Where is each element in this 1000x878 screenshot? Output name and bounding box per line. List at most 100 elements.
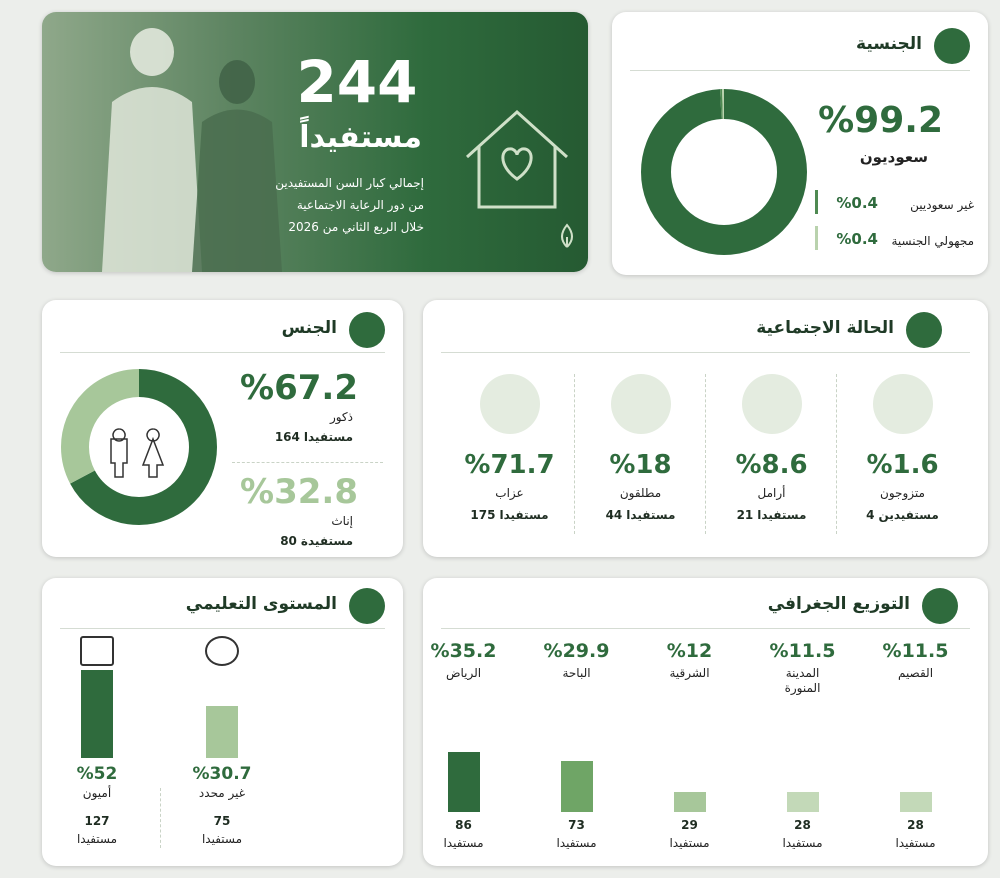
nationality-card: الجنسية %99.2 سعوديون غير سعوديين %0.4 مجهول… [612,12,988,275]
gender-icon [349,312,385,348]
item-icon [610,374,671,434]
count-value: 29 [681,818,698,832]
geography-card: التوزيع الجغرافي %11.5 القصيم 28 مستفيدا %11… [423,578,988,866]
count-value: 127 [84,814,110,828]
count: 80 مستفيدة [280,534,353,548]
divider [441,352,970,353]
label: الباحة [562,666,591,680]
count-value: 75 [213,814,231,828]
count-value: 28 [907,818,924,832]
item-icon [872,374,933,434]
bar [899,792,932,812]
divider [160,788,161,848]
label: القصيم [897,666,934,680]
divider [60,628,385,629]
count: 21 مستفيدا [706,508,837,522]
item-icon [479,374,540,434]
count-unit: مستفيدا [443,836,484,850]
percentage: %11.5 [882,640,949,662]
count-unit: مستفيدا [757,508,807,522]
count-unit: مستفيدا [499,508,549,522]
bar [447,752,480,812]
item-icon [80,636,114,666]
percentage: %35.2 [430,640,497,662]
gender-card: الجنس %67.2 ذكور 164 مستفيدا %32.8 إناث 80 مستف… [42,300,403,557]
count-unit: مستفيدا [782,836,823,850]
donut-segment [641,89,807,255]
percentage: %30.7 [192,764,252,784]
percentage: %8.6 [735,450,808,480]
divider [60,352,385,353]
count-unit: مستفيدا [669,836,710,850]
bar [786,792,819,812]
count-unit: مستفيدا [556,836,597,850]
label: متزوجون [880,486,925,500]
hero-figures [102,28,282,272]
percentage: %11.5 [769,640,836,662]
marital-item: %71.7 عزاب 175 مستفيدا [444,366,575,536]
count-unit: مستفيدا [626,508,676,522]
divider [630,70,970,71]
people-icon [110,428,165,478]
divider [836,374,837,534]
label: الرياض [445,666,482,680]
divider [441,628,970,629]
card-title: التوزيع الجغرافي [767,594,910,614]
donut-segment [641,89,807,255]
nationality-icon [934,28,970,64]
count: 175 مستفيدا [444,508,575,522]
count-unit: مستفيدين [878,508,939,522]
legend-swatch [815,226,818,250]
count-unit: مستفيدا [895,836,936,850]
marital-item: %1.6 متزوجون 4 مستفيدين [837,366,968,536]
bar [206,706,238,758]
label: المدينة المنورة [784,666,821,695]
geo-item: %11.5 المدينة المنورة 28 مستفيدا [746,578,859,866]
marital-item: %8.6 أرامل 21 مستفيدا [706,366,837,536]
geo-item: %29.9 الباحة 73 مستفيدا [520,578,633,866]
geo-item: %35.2 الرياض 86 مستفيدا [423,578,520,866]
hero-count: 244 [296,48,418,116]
count: 164 مستفيدا [275,430,353,444]
count: 4 مستفيدين [837,508,968,522]
legend-swatch [815,190,818,214]
hero-description: إجمالي كبار السن المستفيدين من دور الرعاي… [242,172,424,238]
donut [61,369,217,525]
label: الشرقية [669,666,710,680]
hero-line: خلال الربع الثاني من 2026 [288,220,424,234]
label: ذكور [329,410,353,424]
count-value: 73 [568,818,585,832]
count-value: 86 [455,818,472,832]
percentage: %12 [666,640,713,662]
label: إناث [331,514,353,528]
percentage: %71.7 [464,450,555,480]
label: مطلقون [619,486,662,500]
card-title: المستوى التعليمي [185,594,337,614]
label: أميون [82,786,112,800]
count: 44 مستفيدا [575,508,706,522]
count-value: 164 [274,430,300,444]
item-icon [741,374,802,434]
count-unit: مستفيدا [201,832,243,846]
count-value: 21 [736,508,754,522]
card-title: الجنس [281,318,337,338]
percentage: %32.8 [240,472,358,512]
label: غير محدد [198,786,246,800]
percentage: %52 [76,764,118,784]
count-unit: مستفيدة [300,534,353,548]
education-icon [349,588,385,624]
count-value: 80 [280,534,297,548]
count-value: 28 [794,818,811,832]
card-title: الجنسية [856,34,922,54]
percentage: %29.9 [543,640,610,662]
count-value: 175 [470,508,496,522]
label: أرامل [757,486,786,500]
label: سعوديون [859,148,928,166]
card-title: الحالة الاجتماعية [756,318,894,338]
donut-segment [61,369,217,525]
label: غير سعوديين [910,198,974,212]
bar [81,670,113,758]
bar [560,761,593,812]
count-value: 44 [605,508,623,522]
donut [641,89,807,255]
